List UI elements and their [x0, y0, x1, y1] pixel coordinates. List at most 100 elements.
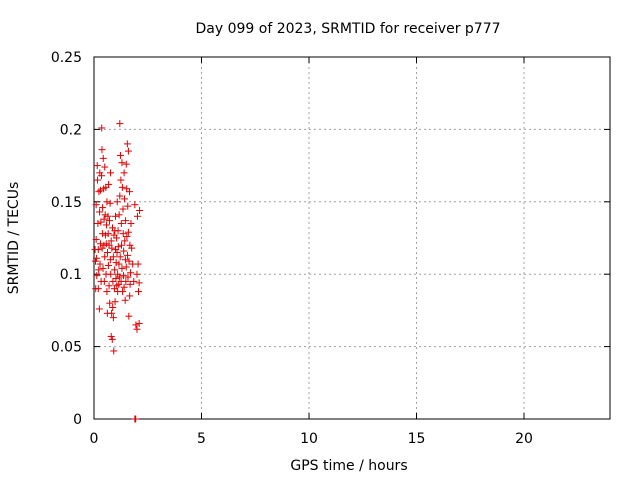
data-point — [98, 244, 106, 252]
data-point — [128, 244, 136, 252]
data-point — [131, 201, 139, 209]
y-tick-label: 0 — [73, 412, 82, 428]
data-point — [134, 260, 142, 268]
data-point — [105, 217, 113, 225]
data-point — [105, 282, 113, 290]
data-point — [135, 279, 143, 287]
data-point — [113, 248, 121, 256]
data-point — [92, 201, 100, 209]
data-point — [109, 253, 117, 261]
data-point — [112, 275, 120, 283]
data-point — [104, 248, 112, 256]
data-point — [115, 273, 123, 281]
data-point — [121, 296, 129, 304]
data-point — [93, 176, 101, 184]
data-point — [122, 217, 130, 225]
y-tick-label: 0.25 — [51, 50, 82, 66]
data-point — [124, 228, 132, 236]
data-point — [97, 218, 105, 226]
data-point — [93, 272, 101, 280]
data-point — [103, 198, 111, 206]
data-point — [114, 227, 122, 235]
data-point — [124, 202, 132, 210]
data-point — [125, 257, 133, 265]
data-points — [91, 120, 144, 423]
data-point — [121, 195, 129, 203]
x-tick-label: 10 — [300, 431, 318, 447]
data-point — [98, 172, 106, 180]
data-point — [93, 162, 101, 170]
data-point — [94, 220, 102, 228]
data-point — [110, 347, 118, 355]
data-point — [98, 124, 106, 132]
data-point — [133, 325, 141, 333]
data-point — [124, 147, 132, 155]
data-point — [116, 192, 124, 200]
data-point — [124, 273, 132, 281]
data-point — [104, 230, 112, 238]
data-point — [98, 146, 106, 154]
data-point — [118, 159, 126, 167]
data-point — [101, 163, 109, 171]
y-tick-label: 0.1 — [60, 267, 82, 283]
chart-title: Day 099 of 2023, SRMTID for receiver p77… — [195, 21, 500, 37]
x-tick-label: 15 — [408, 431, 426, 447]
y-tick-label: 0.15 — [51, 195, 82, 211]
data-point — [119, 272, 127, 280]
data-point — [117, 220, 125, 228]
data-point — [124, 251, 132, 259]
data-point — [118, 183, 126, 191]
y-tick-label: 0.05 — [51, 340, 82, 356]
data-point — [96, 260, 104, 268]
data-point — [104, 212, 112, 220]
data-point — [99, 204, 107, 212]
data-point — [94, 246, 102, 254]
data-point — [116, 151, 124, 159]
data-point — [120, 247, 128, 255]
data-point — [132, 415, 140, 423]
data-point — [114, 270, 122, 278]
data-point — [105, 180, 113, 188]
data-point — [133, 212, 141, 220]
data-point — [107, 270, 115, 278]
data-point — [100, 277, 108, 285]
data-point — [121, 237, 129, 245]
data-point — [117, 176, 125, 184]
data-point — [125, 312, 133, 320]
data-point — [132, 321, 140, 329]
data-point — [116, 253, 124, 261]
data-point — [119, 288, 127, 296]
data-point — [125, 188, 133, 196]
data-point — [122, 160, 130, 168]
data-point — [107, 169, 115, 177]
y-tick-label: 0.2 — [60, 122, 82, 138]
data-point — [94, 285, 102, 293]
data-point — [96, 186, 104, 194]
data-point — [113, 234, 121, 242]
data-point — [119, 230, 127, 238]
data-point — [126, 241, 134, 249]
data-point — [115, 211, 123, 219]
plot-frame — [93, 56, 611, 420]
data-point — [115, 260, 123, 268]
data-point — [100, 215, 108, 223]
data-point — [123, 233, 131, 241]
data-point — [126, 280, 134, 288]
data-point — [106, 299, 114, 307]
data-point — [101, 253, 109, 261]
grid — [94, 57, 610, 419]
x-tick-label: 5 — [197, 431, 206, 447]
axes: 0 0.05 0.1 0.15 0.2 0.25 0 5 10 15 20 — [51, 50, 611, 447]
data-point — [120, 283, 128, 291]
data-point — [99, 154, 107, 162]
data-point — [109, 304, 117, 312]
data-point — [111, 298, 119, 306]
data-point — [122, 277, 130, 285]
data-point — [93, 254, 101, 262]
x-axis-label: GPS time / hours — [290, 458, 407, 474]
data-point — [116, 120, 124, 128]
data-point — [107, 332, 115, 340]
data-point — [109, 314, 117, 322]
data-point — [126, 292, 134, 300]
x-tick-label: 0 — [90, 431, 99, 447]
